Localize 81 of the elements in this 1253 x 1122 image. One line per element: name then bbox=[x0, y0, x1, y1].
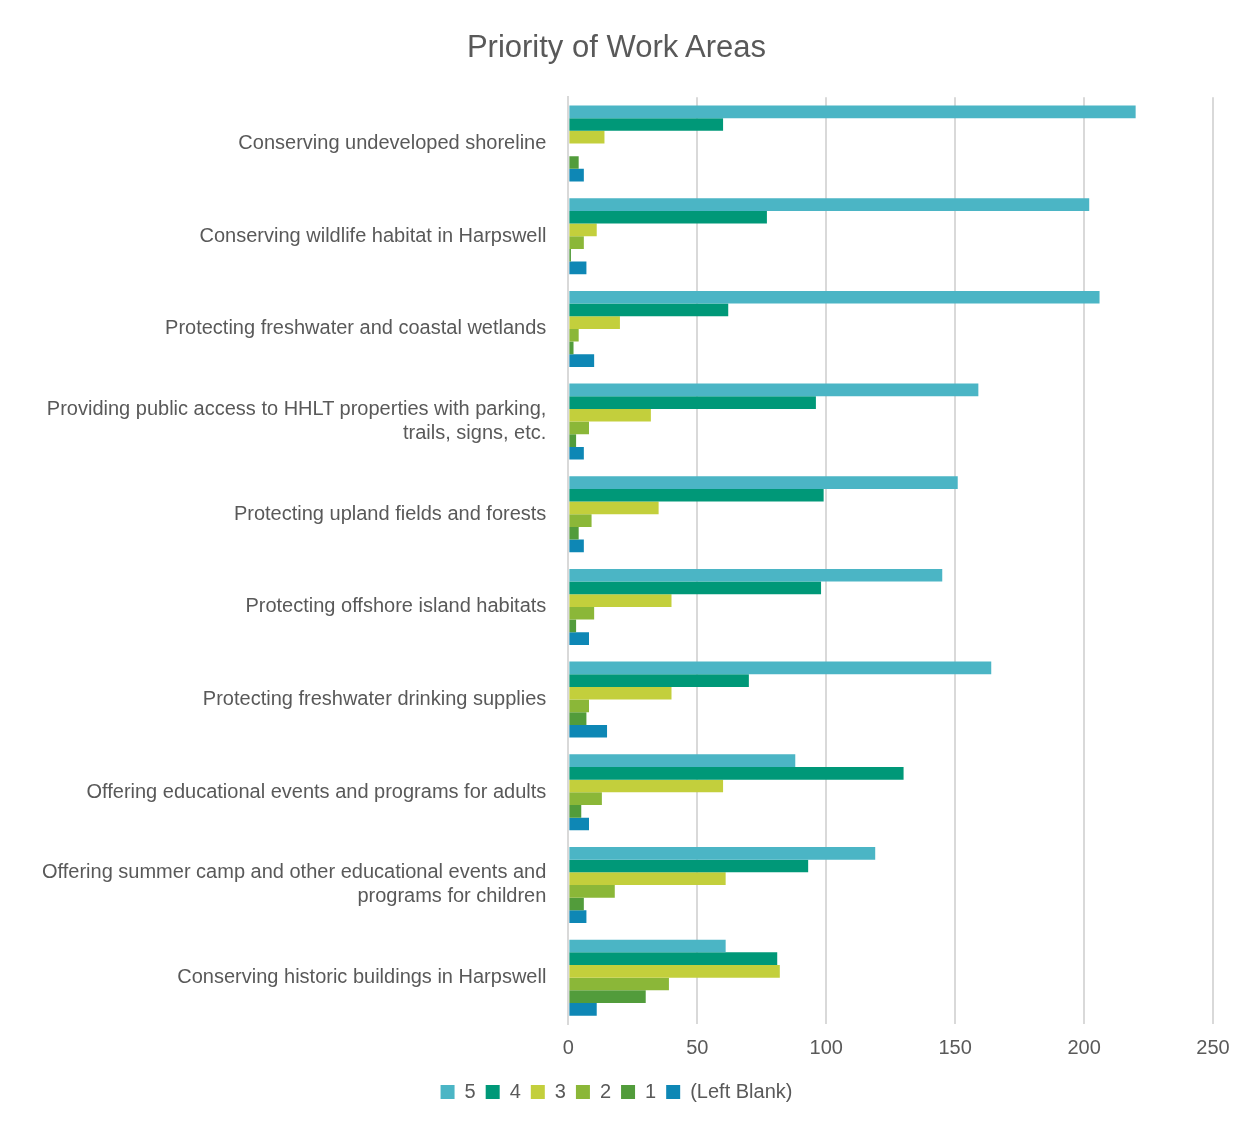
y-tick-label: Protecting freshwater drinking supplies bbox=[202, 687, 547, 710]
bar bbox=[569, 1002, 597, 1016]
bar bbox=[569, 168, 584, 182]
x-tick-label: 200 bbox=[1067, 1035, 1101, 1058]
legend-label: 3 bbox=[554, 1079, 566, 1102]
bar bbox=[569, 501, 659, 515]
bar bbox=[569, 766, 904, 780]
bar bbox=[569, 581, 822, 595]
bar bbox=[569, 712, 587, 725]
bar bbox=[569, 488, 824, 502]
bar bbox=[569, 897, 584, 911]
bar bbox=[569, 910, 587, 923]
chart-title: Priority of Work Areas bbox=[466, 29, 767, 65]
bar bbox=[569, 606, 595, 620]
bar bbox=[569, 952, 778, 965]
bar bbox=[569, 872, 726, 885]
bar bbox=[569, 686, 672, 700]
bar bbox=[569, 354, 595, 367]
bar bbox=[569, 619, 577, 633]
y-tick-label: Offering summer camp and other educational events and programs for children bbox=[41, 860, 547, 907]
bar bbox=[569, 817, 589, 831]
bar bbox=[569, 341, 574, 355]
bar bbox=[569, 632, 589, 645]
bar bbox=[569, 990, 646, 1003]
y-tick-label: Conserving undeveloped shoreline bbox=[238, 131, 547, 154]
bar bbox=[569, 884, 615, 898]
legend-label: 1 bbox=[645, 1079, 657, 1102]
bar bbox=[569, 105, 1136, 119]
x-tick-label: 100 bbox=[809, 1035, 843, 1058]
bar bbox=[569, 526, 579, 540]
bar bbox=[569, 210, 767, 224]
bar bbox=[569, 964, 780, 978]
y-tick-label: Offering educational events and programs for adults bbox=[86, 779, 547, 802]
bar bbox=[569, 290, 1100, 304]
bar bbox=[569, 236, 584, 249]
bar bbox=[569, 316, 620, 329]
bar bbox=[569, 779, 724, 793]
bar bbox=[569, 118, 724, 131]
bar bbox=[569, 514, 592, 527]
y-tick-label: Conserving historic buildings in Harpswell bbox=[177, 965, 547, 988]
bar bbox=[569, 223, 597, 237]
bar bbox=[569, 476, 958, 489]
y-tick-label: Protecting offshore island habitats bbox=[245, 594, 547, 617]
bar bbox=[569, 130, 605, 144]
legend-label: (Left Blank) bbox=[690, 1079, 793, 1102]
bar bbox=[569, 434, 577, 447]
bar bbox=[569, 977, 669, 991]
y-tick-label: Conserving wildlife habitat in Harpswell bbox=[199, 223, 547, 246]
bar bbox=[569, 156, 579, 169]
bar bbox=[569, 539, 584, 553]
bar bbox=[569, 261, 587, 275]
bar bbox=[569, 446, 584, 460]
bar bbox=[569, 846, 876, 860]
y-tick-label: Providing public access to HHLT properties with parking, trails, signs, etc. bbox=[46, 397, 547, 444]
bar bbox=[569, 674, 749, 687]
bar bbox=[569, 792, 602, 805]
bar bbox=[569, 724, 608, 738]
bar bbox=[569, 699, 589, 713]
bar bbox=[569, 754, 796, 767]
x-tick-label: 0 bbox=[562, 1035, 574, 1058]
bar bbox=[569, 568, 943, 582]
bar bbox=[569, 804, 582, 818]
bar bbox=[569, 383, 979, 397]
legend-label: 4 bbox=[509, 1079, 521, 1102]
bar bbox=[569, 859, 809, 873]
legend-label: 2 bbox=[599, 1079, 612, 1102]
y-tick-label: Protecting freshwater and coastal wetlands bbox=[165, 316, 547, 339]
bar bbox=[569, 396, 816, 409]
bar bbox=[569, 421, 589, 435]
bar bbox=[569, 408, 651, 422]
bar bbox=[569, 594, 672, 607]
bar bbox=[569, 328, 579, 342]
y-tick-label: Protecting upland fields and forests bbox=[233, 501, 547, 524]
bar bbox=[569, 939, 726, 953]
bar bbox=[569, 198, 1090, 211]
x-tick-label: 50 bbox=[686, 1035, 709, 1058]
x-tick-label: 150 bbox=[938, 1035, 972, 1058]
legend-label: 5 bbox=[464, 1079, 476, 1102]
x-tick-label: 250 bbox=[1196, 1035, 1230, 1058]
bar bbox=[569, 303, 729, 317]
bar bbox=[569, 661, 992, 675]
